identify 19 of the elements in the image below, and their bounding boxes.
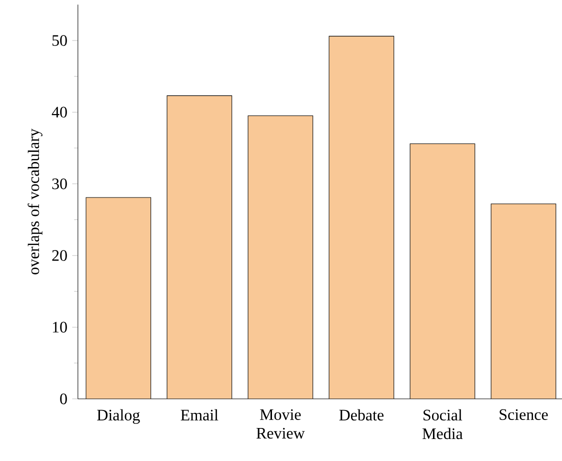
x-tick-label: Movie Review bbox=[256, 409, 305, 438]
x-tick-label: Email bbox=[180, 409, 218, 420]
bar bbox=[490, 203, 556, 399]
bar bbox=[410, 143, 475, 399]
bar bbox=[329, 36, 394, 399]
bar bbox=[86, 197, 151, 399]
bar bbox=[167, 95, 232, 399]
x-tick-label: Science bbox=[500, 409, 548, 420]
y-tick-label: 10 bbox=[52, 322, 67, 332]
y-axis-title: overlaps of vocabulary bbox=[28, 128, 42, 274]
y-tick-label: 40 bbox=[52, 106, 67, 118]
y-tick-label: 20 bbox=[52, 250, 67, 261]
x-tick-label: Social Media bbox=[422, 409, 463, 439]
bar bbox=[248, 116, 313, 399]
x-tick-label: Dialog bbox=[97, 409, 140, 424]
x-tick-label: Debate bbox=[339, 409, 384, 420]
y-tick-label: 0 bbox=[60, 393, 67, 404]
y-tick-label: 30 bbox=[52, 178, 67, 190]
y-tick-label: 50 bbox=[52, 34, 67, 46]
